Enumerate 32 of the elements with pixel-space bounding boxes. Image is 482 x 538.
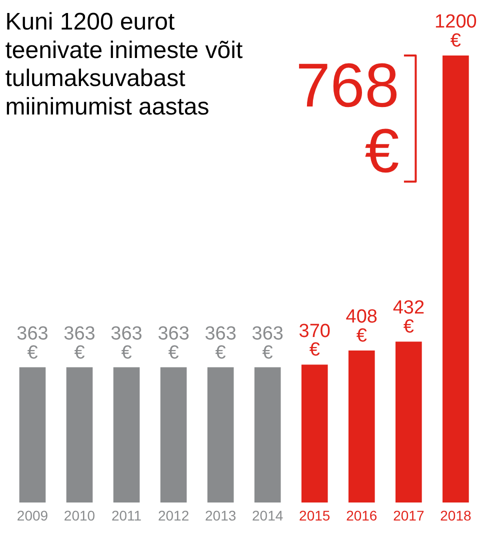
data-label: 363 € xyxy=(252,323,284,364)
x-tick-label: 2014 xyxy=(252,508,284,524)
x-tick-label: 2009 xyxy=(16,508,48,524)
x-tick-label: 2015 xyxy=(299,508,330,524)
bar xyxy=(160,367,187,502)
bar xyxy=(254,367,281,502)
bar xyxy=(396,342,422,502)
bar xyxy=(442,56,469,502)
chart-title: Kuni 1200 eurot teenivate inimeste võit tulumaksuvabast miinimumist aastas xyxy=(5,8,243,121)
bar xyxy=(66,367,93,502)
data-label: 432 € xyxy=(392,298,425,338)
x-tick-label: 2016 xyxy=(346,508,378,524)
bar xyxy=(207,367,234,502)
bar xyxy=(19,367,46,502)
bar xyxy=(301,364,328,502)
data-label: 408 € xyxy=(346,306,378,347)
data-label: 370 € xyxy=(298,320,330,361)
data-label: 1200 € xyxy=(434,12,477,52)
x-tick-label: 2012 xyxy=(158,508,190,524)
x-tick-label: 2011 xyxy=(111,508,142,524)
data-label: 363 € xyxy=(64,323,96,364)
data-label: 363 € xyxy=(204,323,236,364)
x-tick-label: 2017 xyxy=(393,508,424,524)
data-label: 363 € xyxy=(16,323,48,364)
x-tick-label: 2013 xyxy=(205,508,236,524)
bar xyxy=(113,367,140,502)
annotation: 768 € xyxy=(296,51,400,186)
x-tick-label: 2018 xyxy=(440,508,472,524)
x-tick-label: 2010 xyxy=(64,508,96,524)
bar xyxy=(348,350,375,502)
data-label: 363 € xyxy=(158,323,190,364)
data-label: 363 € xyxy=(110,323,142,364)
